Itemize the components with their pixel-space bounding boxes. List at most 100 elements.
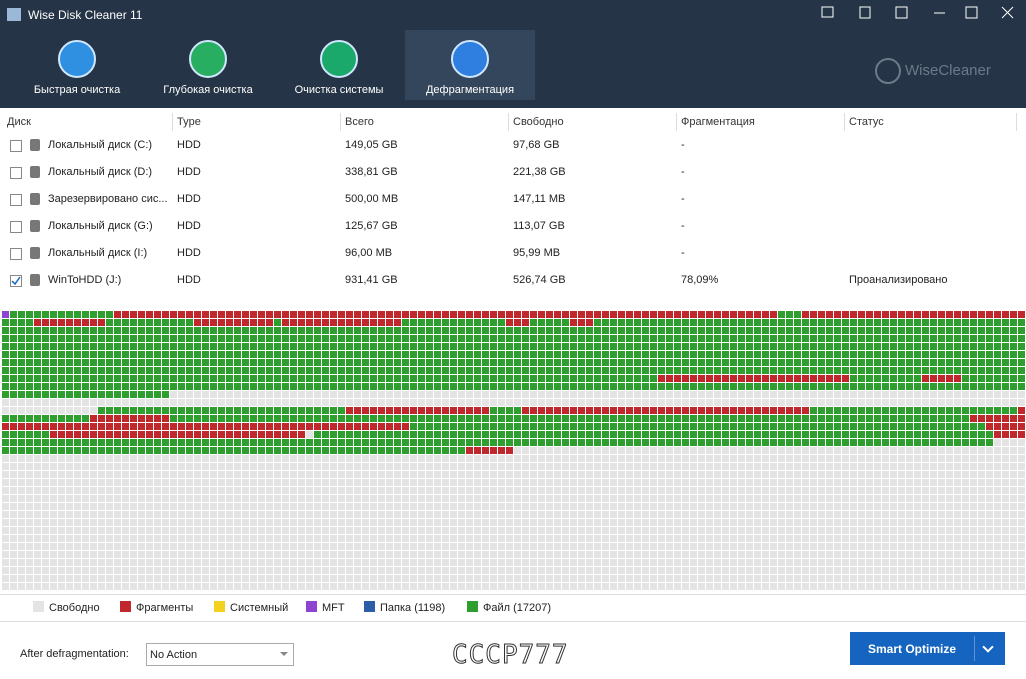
cluster-cell bbox=[810, 559, 817, 566]
nav-tab[interactable]: Быстрая очистка bbox=[12, 30, 142, 100]
cluster-cell bbox=[674, 343, 681, 350]
cluster-cell bbox=[210, 543, 217, 550]
cluster-cell bbox=[410, 543, 417, 550]
cluster-cell bbox=[658, 391, 665, 398]
cluster-cell bbox=[978, 407, 985, 414]
cluster-cell bbox=[370, 383, 377, 390]
cluster-cell bbox=[170, 471, 177, 478]
cluster-cell bbox=[770, 343, 777, 350]
cluster-cell bbox=[138, 423, 145, 430]
action-select[interactable]: No Action bbox=[146, 643, 294, 666]
checkbox[interactable] bbox=[10, 194, 22, 206]
cluster-cell bbox=[738, 343, 745, 350]
cluster-cell bbox=[762, 487, 769, 494]
cluster-cell bbox=[98, 479, 105, 486]
cluster-cell bbox=[394, 399, 401, 406]
cluster-cell bbox=[506, 487, 513, 494]
cluster-cell bbox=[266, 455, 273, 462]
checkbox[interactable] bbox=[10, 167, 22, 179]
cluster-cell bbox=[586, 311, 593, 318]
cluster-cell bbox=[938, 399, 945, 406]
cluster-cell bbox=[906, 479, 913, 486]
cluster-cell bbox=[906, 399, 913, 406]
cluster-cell bbox=[282, 327, 289, 334]
cluster-cell bbox=[378, 551, 385, 558]
cluster-cell bbox=[122, 327, 129, 334]
cluster-cell bbox=[74, 447, 81, 454]
cluster-cell bbox=[650, 511, 657, 518]
cluster-cell bbox=[522, 431, 529, 438]
cluster-cell bbox=[74, 471, 81, 478]
cluster-cell bbox=[866, 319, 873, 326]
cluster-cell bbox=[378, 535, 385, 542]
cluster-cell bbox=[994, 511, 1001, 518]
cluster-cell bbox=[794, 399, 801, 406]
nav-tab[interactable]: Дефрагментация bbox=[405, 30, 535, 100]
cluster-cell bbox=[650, 559, 657, 566]
cluster-cell bbox=[330, 583, 337, 590]
cluster-cell bbox=[426, 383, 433, 390]
cluster-cell bbox=[362, 535, 369, 542]
cluster-cell bbox=[570, 495, 577, 502]
cluster-cell bbox=[66, 455, 73, 462]
cluster-cell bbox=[554, 455, 561, 462]
cluster-cell bbox=[930, 423, 937, 430]
cluster-cell bbox=[66, 319, 73, 326]
cluster-cell bbox=[490, 511, 497, 518]
window-controls[interactable] bbox=[810, 0, 1026, 26]
cluster-cell bbox=[338, 583, 345, 590]
cluster-cell bbox=[818, 391, 825, 398]
cluster-cell bbox=[930, 583, 937, 590]
cluster-cell bbox=[610, 471, 617, 478]
cluster-cell bbox=[842, 471, 849, 478]
cluster-cell bbox=[626, 351, 633, 358]
cluster-cell bbox=[290, 567, 297, 574]
cluster-cell bbox=[330, 463, 337, 470]
checkbox[interactable] bbox=[10, 275, 22, 287]
cluster-cell bbox=[578, 479, 585, 486]
cluster-cell bbox=[594, 487, 601, 494]
checkbox[interactable] bbox=[10, 221, 22, 233]
cluster-cell bbox=[474, 415, 481, 422]
cluster-cell bbox=[1018, 463, 1025, 470]
cluster-cell bbox=[82, 431, 89, 438]
cluster-cell bbox=[690, 399, 697, 406]
cluster-cell bbox=[978, 359, 985, 366]
cluster-cell bbox=[90, 359, 97, 366]
cluster-cell bbox=[306, 415, 313, 422]
checkbox[interactable] bbox=[10, 248, 22, 260]
cluster-cell bbox=[538, 463, 545, 470]
nav-tab[interactable]: Глубокая очистка bbox=[143, 30, 273, 100]
cluster-cell bbox=[970, 567, 977, 574]
cluster-cell bbox=[794, 391, 801, 398]
cluster-cell bbox=[282, 495, 289, 502]
cluster-cell bbox=[522, 439, 529, 446]
cluster-cell bbox=[290, 527, 297, 534]
cluster-cell bbox=[506, 455, 513, 462]
cluster-cell bbox=[986, 527, 993, 534]
cluster-cell bbox=[818, 479, 825, 486]
cluster-cell bbox=[66, 503, 73, 510]
cluster-cell bbox=[42, 447, 49, 454]
cluster-cell bbox=[386, 327, 393, 334]
cluster-cell bbox=[1002, 375, 1009, 382]
checkbox[interactable] bbox=[10, 140, 22, 152]
cluster-cell bbox=[986, 431, 993, 438]
cluster-cell bbox=[490, 455, 497, 462]
cluster-cell bbox=[634, 407, 641, 414]
cluster-cell bbox=[954, 551, 961, 558]
smart-optimize-button[interactable]: Smart Optimize bbox=[850, 632, 1005, 665]
cluster-cell bbox=[826, 527, 833, 534]
nav-tab[interactable]: Очистка системы bbox=[274, 30, 404, 100]
cluster-cell bbox=[794, 567, 801, 574]
cluster-cell bbox=[346, 431, 353, 438]
cluster-cell bbox=[418, 343, 425, 350]
cluster-cell bbox=[522, 351, 529, 358]
cluster-cell bbox=[274, 431, 281, 438]
cluster-cell bbox=[530, 439, 537, 446]
cluster-cell bbox=[650, 503, 657, 510]
cluster-cell bbox=[482, 463, 489, 470]
cluster-cell bbox=[474, 343, 481, 350]
cluster-cell bbox=[658, 471, 665, 478]
cluster-cell bbox=[986, 519, 993, 526]
